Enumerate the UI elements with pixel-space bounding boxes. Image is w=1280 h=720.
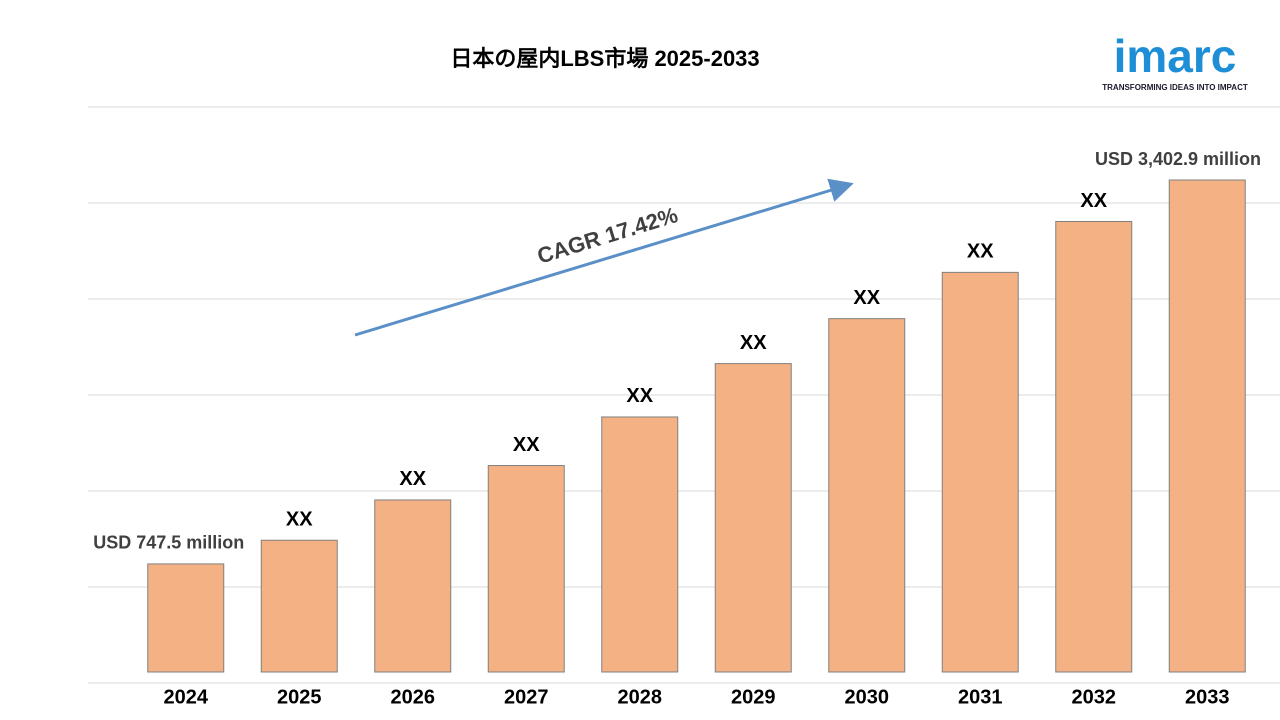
value-label: XX: [740, 332, 767, 354]
bar: [714, 363, 792, 673]
bar: [147, 563, 225, 673]
bar: [1168, 179, 1246, 673]
x-tick-label: 2027: [504, 686, 549, 708]
bar: [260, 539, 338, 673]
value-label: XX: [626, 385, 653, 407]
x-tick-label: 2028: [618, 686, 663, 708]
x-tick-label: 2025: [277, 686, 322, 708]
x-tick-label: 2032: [1072, 686, 1117, 708]
x-tick-label: 2029: [731, 686, 776, 708]
x-tick-label: 2026: [391, 686, 436, 708]
value-label: XX: [1080, 190, 1107, 212]
logo-name: imarc: [1114, 30, 1237, 82]
value-label: XX: [286, 509, 313, 531]
bar: [601, 416, 679, 673]
value-label: USD 747.5 million: [93, 533, 244, 553]
value-label: XX: [853, 287, 880, 309]
logo-tagline: TRANSFORMING IDEAS INTO IMPACT: [1102, 83, 1248, 92]
chart-title: 日本の屋内LBS市場 2025-2033: [450, 46, 759, 71]
value-label: XX: [513, 434, 540, 456]
bar: [828, 318, 906, 673]
value-label: USD 3,402.9 million: [1095, 149, 1261, 169]
x-tick-label: 2031: [958, 686, 1003, 708]
bar: [487, 465, 565, 673]
bar: [941, 271, 1019, 673]
x-tick-label: 2030: [845, 686, 890, 708]
value-label: XX: [399, 468, 426, 490]
cagr-arrow: [354, 178, 854, 337]
x-tick-label: 2033: [1185, 686, 1230, 708]
value-label: XX: [967, 241, 994, 263]
bar: [1055, 220, 1133, 673]
x-tick-label: 2024: [164, 686, 209, 708]
bar: [374, 499, 452, 673]
